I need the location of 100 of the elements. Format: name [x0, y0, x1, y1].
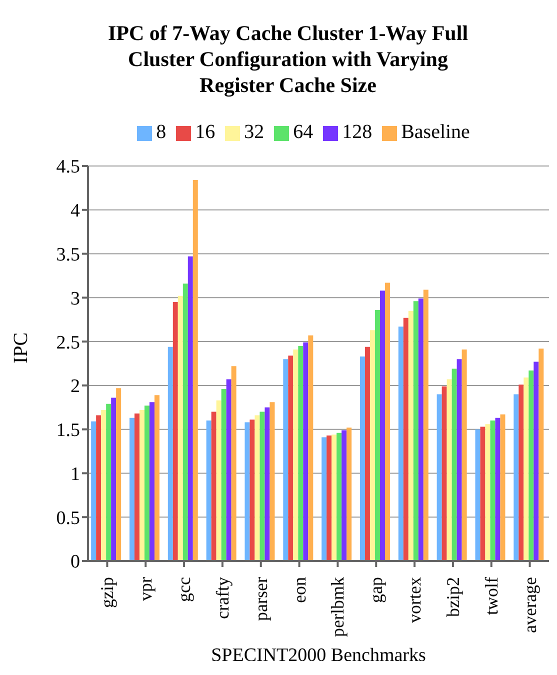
bar	[332, 434, 337, 561]
y-tick-label: 0.5	[56, 508, 80, 529]
bar	[413, 301, 418, 561]
x-tick-label: vpr	[136, 577, 156, 601]
bar	[211, 412, 216, 561]
bar	[446, 379, 452, 561]
bar	[226, 379, 232, 561]
y-tick-label: 4.5	[56, 156, 80, 178]
bar	[500, 414, 506, 561]
bar	[283, 359, 288, 561]
bar	[384, 282, 390, 561]
bar	[154, 395, 160, 561]
bar	[168, 346, 173, 561]
y-tick-label: 1	[70, 464, 80, 485]
bar	[398, 326, 404, 561]
x-tick-label: twolf	[481, 577, 502, 615]
bar	[260, 412, 265, 561]
x-tick-label: vortex	[404, 577, 425, 623]
bar	[308, 335, 314, 561]
legend-label: 64	[293, 121, 314, 143]
y-tick-label: 4	[70, 200, 80, 222]
bar	[524, 378, 529, 561]
y-tick-label: 3.5	[56, 244, 80, 266]
legend-label: Baseline	[401, 121, 470, 143]
legend-label: 8	[156, 121, 166, 143]
bar	[288, 356, 294, 561]
bar	[139, 410, 144, 561]
bar	[188, 256, 193, 561]
bar	[346, 428, 352, 561]
bar	[303, 342, 308, 561]
bar	[514, 394, 519, 561]
bar	[336, 432, 342, 561]
legend-label: 16	[195, 121, 216, 143]
x-tick-label: eon	[289, 577, 310, 603]
x-tick-label: crafty	[212, 577, 232, 619]
bar	[322, 437, 327, 561]
bar	[91, 421, 96, 561]
bar	[216, 400, 222, 561]
y-tick-label: 0	[70, 552, 80, 573]
bar	[490, 420, 496, 561]
bar	[364, 346, 370, 561]
bar	[423, 290, 428, 561]
legend-label: 128	[342, 121, 372, 143]
bar	[442, 386, 447, 561]
bar	[298, 346, 304, 561]
bar	[106, 404, 112, 561]
y-tick-label: 2	[70, 376, 80, 398]
bar	[244, 422, 250, 561]
bar	[101, 410, 106, 561]
x-tick-label: parser	[250, 577, 271, 621]
x-tick-label: average	[520, 576, 540, 633]
bar	[342, 430, 347, 561]
bar	[370, 330, 375, 561]
bar	[111, 398, 116, 561]
bar	[462, 349, 467, 561]
y-tick-label: 3	[70, 288, 80, 310]
bar	[149, 402, 154, 561]
bar	[534, 362, 539, 561]
bar	[172, 302, 178, 561]
x-tick-label: gap	[366, 577, 386, 603]
legend-label: 32	[244, 121, 264, 143]
bar	[408, 310, 414, 561]
bar	[264, 407, 270, 561]
bar	[538, 348, 544, 561]
bar	[518, 384, 524, 561]
x-tick-label: perlbmk	[328, 577, 348, 637]
bar	[495, 418, 500, 561]
bar	[221, 388, 226, 561]
bar	[270, 402, 275, 561]
bar	[206, 420, 212, 561]
bar	[178, 296, 183, 561]
bar	[485, 424, 490, 561]
bar	[129, 418, 134, 561]
bar	[480, 426, 486, 561]
bar	[231, 366, 236, 561]
y-axis-title: IPC	[10, 332, 32, 364]
bar	[254, 415, 260, 561]
bar	[116, 388, 122, 561]
bar	[456, 359, 462, 561]
bar	[192, 180, 198, 561]
bar	[250, 420, 255, 561]
bar	[418, 298, 424, 561]
bar	[452, 368, 457, 561]
bar	[528, 370, 534, 561]
y-tick-label: 1.5	[56, 420, 80, 442]
x-tick-label: gcc	[174, 576, 194, 602]
x-axis-title: SPECINT2000 Benchmarks	[211, 645, 426, 666]
bar	[96, 415, 102, 561]
bar	[436, 394, 442, 561]
bar	[360, 356, 365, 561]
bar	[182, 284, 188, 561]
bar	[475, 429, 480, 561]
bar	[403, 318, 408, 561]
bar	[144, 406, 150, 561]
bar	[380, 290, 385, 561]
chart-title: IPC of 7-Way Cache Cluster 1-Way Full Cluster Configuration with Varying Register Cache Size	[106, 20, 470, 98]
bar	[374, 310, 380, 561]
bar	[134, 414, 140, 561]
x-tick-label: gzip	[97, 577, 118, 608]
x-tick-label: bzip2	[442, 577, 463, 617]
